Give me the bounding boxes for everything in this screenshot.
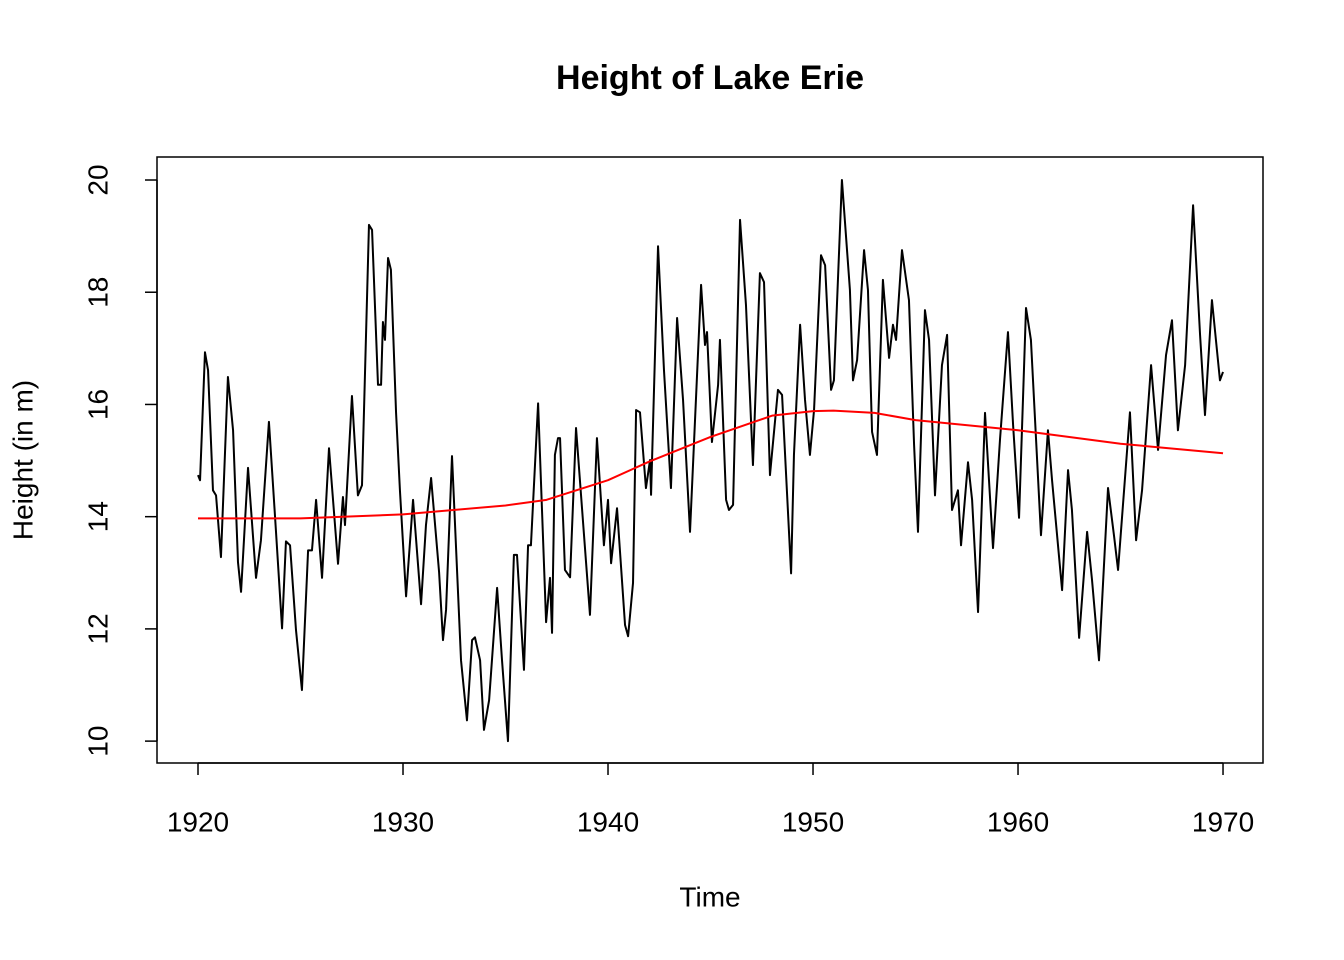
x-tick-label: 1940 [577,806,639,837]
y-tick-label: 14 [82,501,113,532]
y-tick-label: 20 [82,164,113,195]
y-tick-label: 10 [82,726,113,757]
data-line [197,179,1224,743]
x-tick-label: 1970 [1192,806,1254,837]
y-axis-label: Height (in m) [7,380,38,540]
y-tick-label: 18 [82,277,113,308]
x-tick-label: 1930 [372,806,434,837]
y-tick-label: 12 [82,613,113,644]
chart-title: Height of Lake Erie [556,59,864,97]
x-tick-label: 1950 [782,806,844,837]
x-tick-label: 1920 [167,806,229,837]
x-axis-label: Time [679,881,740,912]
data-line [198,409,1224,520]
x-tick-label: 1960 [987,806,1049,837]
y-tick-label: 16 [82,389,113,420]
